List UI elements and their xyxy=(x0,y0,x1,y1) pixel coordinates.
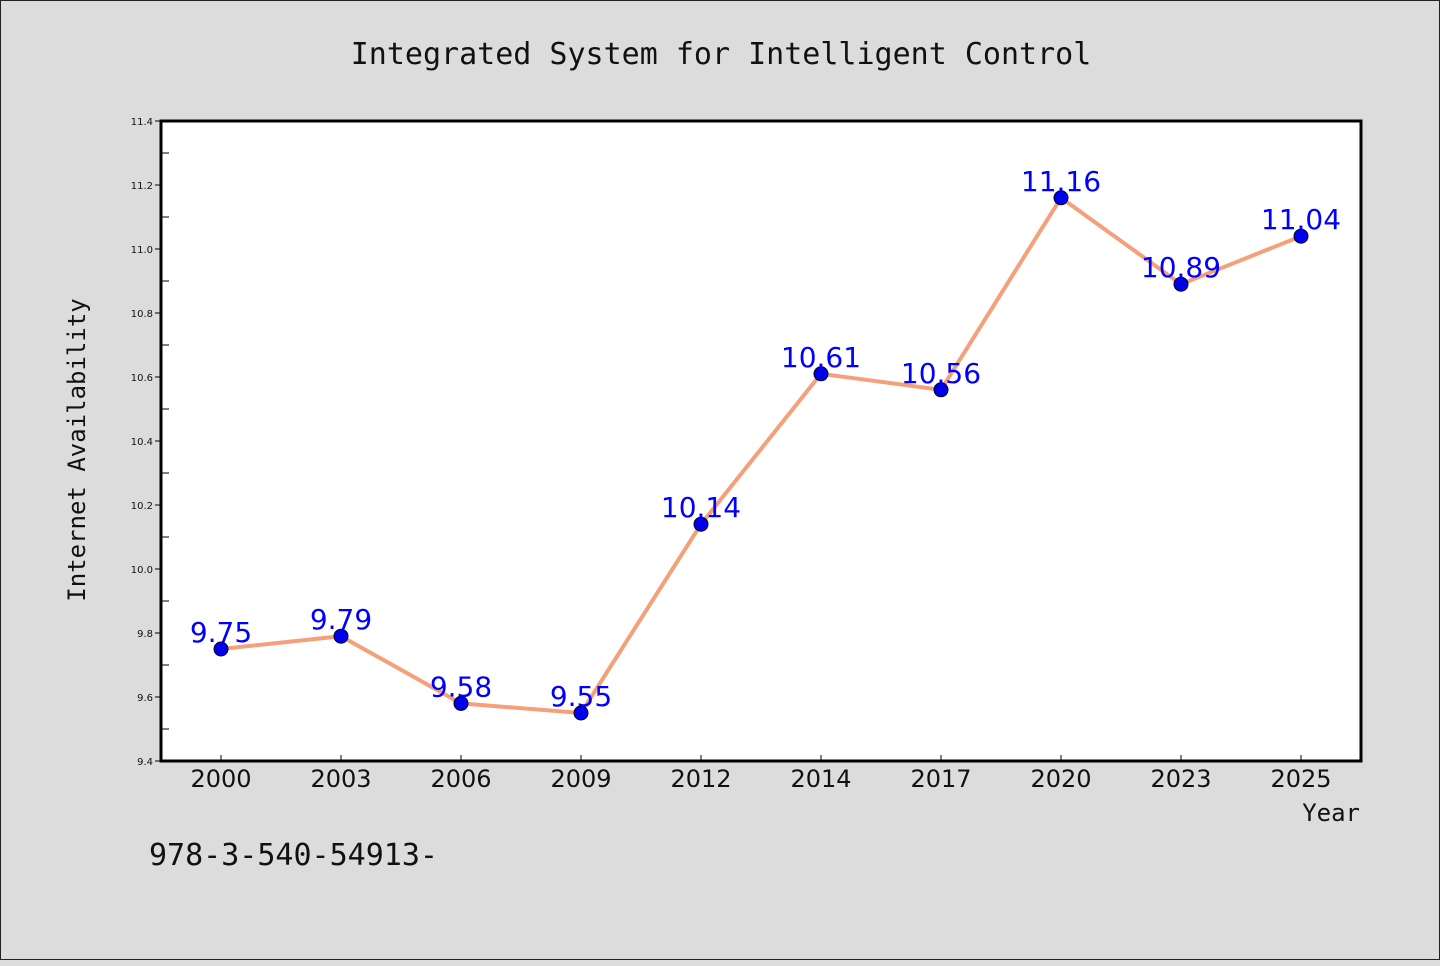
y-axis: 9.4 9.6 9.8 10.0 10.2 10.4 10.6 10.8 11.0 11.2 11.… xyxy=(131,117,169,768)
y-tick-label: 10.6 xyxy=(131,373,153,384)
y-tick-label: 9.4 xyxy=(137,757,153,768)
data-point xyxy=(1173,276,1189,292)
series-line xyxy=(220,195,1302,715)
plot-area xyxy=(159,119,1363,763)
x-tick-label: 2009 xyxy=(550,765,611,793)
y-tick-label: 10.2 xyxy=(131,501,153,512)
data-point xyxy=(453,695,469,711)
x-tick-label: 2006 xyxy=(430,765,491,793)
data-label: 9.75 xyxy=(190,616,252,649)
data-point xyxy=(333,628,349,644)
data-point xyxy=(933,382,949,398)
y-tick-label: 10.8 xyxy=(131,309,153,320)
data-point xyxy=(573,705,589,721)
data-label: 9.55 xyxy=(550,680,612,713)
x-tick-label: 2017 xyxy=(910,765,971,793)
y-tick-label: 9.6 xyxy=(137,693,153,704)
data-label: 10.89 xyxy=(1141,251,1221,284)
x-tick-label: 2014 xyxy=(790,765,851,793)
x-axis: 2000 2003 2006 2009 2012 2014 2017 2020 2023 2025 xyxy=(190,755,1332,793)
data-label: 9.79 xyxy=(310,603,372,636)
data-point xyxy=(213,641,229,657)
data-label: 10.56 xyxy=(901,357,981,390)
y-tick-label: 10.4 xyxy=(131,437,153,448)
x-tick-label: 2003 xyxy=(310,765,371,793)
x-tick-label: 2012 xyxy=(670,765,731,793)
y-tick-label: 11.4 xyxy=(131,117,153,128)
data-point xyxy=(1293,228,1309,244)
x-tick-label: 2020 xyxy=(1030,765,1091,793)
data-label: 11.16 xyxy=(1021,165,1101,198)
data-point xyxy=(813,366,829,382)
y-axis-label: Internet Availability xyxy=(63,298,91,601)
y-tick-label: 9.8 xyxy=(137,629,153,640)
data-point xyxy=(693,516,709,532)
series-layer xyxy=(213,190,1309,721)
data-label: 10.61 xyxy=(781,341,861,374)
y-tick-label: 11.2 xyxy=(131,181,153,192)
footer-code: 978-3-540-54913- xyxy=(149,838,438,873)
x-tick-label: 2025 xyxy=(1270,765,1331,793)
chart-title: Integrated System for Intelligent Contro… xyxy=(351,37,1092,72)
x-tick-label: 2000 xyxy=(190,765,251,793)
data-label-layer: 9.75 9.79 9.58 9.55 10.14 10.61 10.56 11.16 10.8… xyxy=(190,165,1341,713)
y-tick-label: 11.0 xyxy=(131,245,153,256)
data-point xyxy=(1053,190,1069,206)
data-label: 9.58 xyxy=(430,670,492,703)
x-tick-label: 2023 xyxy=(1150,765,1211,793)
y-tick-label: 10.0 xyxy=(131,565,153,576)
data-label: 11.04 xyxy=(1261,203,1341,236)
x-axis-label: Year xyxy=(1302,799,1360,827)
data-label: 10.14 xyxy=(661,491,741,524)
